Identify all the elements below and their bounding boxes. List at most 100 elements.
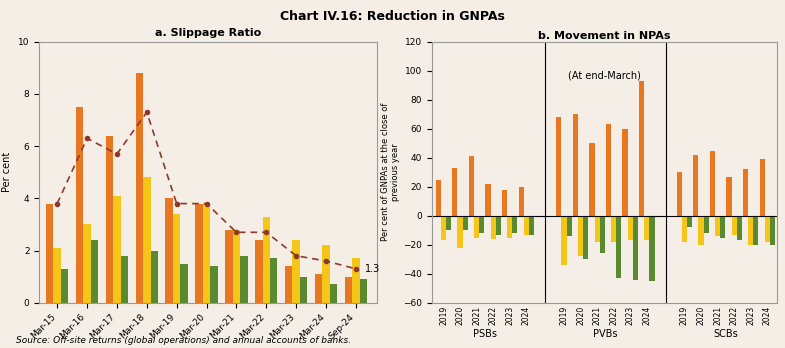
Bar: [61, 269, 68, 303]
Bar: [765, 216, 770, 242]
Text: Source: Off-site returns (global operations) and annual accounts of banks.: Source: Off-site returns (global operati…: [16, 335, 351, 345]
All SCBs: [351, 267, 360, 271]
Bar: [479, 216, 484, 233]
Bar: [262, 216, 270, 303]
Line: All SCBs: All SCBs: [55, 110, 358, 271]
All SCBs: [232, 230, 241, 235]
Bar: [270, 258, 277, 303]
Bar: [594, 216, 600, 242]
Bar: [760, 159, 765, 216]
Bar: [644, 216, 649, 240]
Bar: [628, 216, 633, 240]
Bar: [210, 266, 217, 303]
Bar: [106, 136, 113, 303]
Bar: [754, 216, 758, 245]
Bar: [606, 125, 611, 216]
Bar: [181, 264, 188, 303]
Bar: [436, 180, 441, 216]
Bar: [682, 216, 687, 242]
Bar: [649, 216, 655, 281]
Bar: [315, 274, 323, 303]
Bar: [232, 230, 240, 303]
All SCBs: [142, 110, 152, 114]
Bar: [285, 266, 293, 303]
Bar: [441, 216, 446, 240]
Bar: [446, 216, 451, 230]
Bar: [567, 216, 571, 236]
Text: 2020: 2020: [696, 306, 706, 325]
Text: PVBs: PVBs: [593, 329, 618, 339]
Bar: [458, 216, 462, 248]
Bar: [737, 216, 742, 240]
Text: 2021: 2021: [713, 306, 722, 325]
Bar: [91, 240, 98, 303]
Bar: [715, 216, 720, 236]
Text: 2021: 2021: [593, 306, 601, 325]
Bar: [53, 248, 61, 303]
Text: (At end-March): (At end-March): [568, 71, 641, 80]
Bar: [578, 216, 583, 256]
Bar: [143, 177, 151, 303]
Bar: [639, 81, 644, 216]
All SCBs: [291, 254, 301, 258]
Bar: [496, 216, 501, 235]
Text: 2021: 2021: [472, 306, 481, 325]
Bar: [743, 169, 748, 216]
Text: 2023: 2023: [747, 306, 755, 325]
Bar: [462, 216, 468, 230]
Text: 2020: 2020: [576, 306, 585, 325]
Bar: [573, 114, 578, 216]
Bar: [720, 216, 725, 237]
Bar: [710, 150, 715, 216]
Bar: [195, 204, 203, 303]
Bar: [524, 216, 529, 235]
Bar: [300, 277, 308, 303]
Text: 1.3: 1.3: [365, 264, 380, 274]
Text: 2024: 2024: [642, 306, 652, 325]
Bar: [136, 73, 143, 303]
Bar: [616, 216, 622, 278]
All SCBs: [82, 136, 92, 140]
Bar: [519, 187, 524, 216]
Bar: [330, 285, 338, 303]
Bar: [292, 240, 300, 303]
Bar: [166, 198, 173, 303]
All SCBs: [53, 201, 62, 206]
Bar: [600, 216, 605, 253]
Bar: [633, 216, 638, 279]
All SCBs: [202, 201, 211, 206]
Y-axis label: Per cent: Per cent: [2, 152, 13, 192]
Text: 2024: 2024: [763, 306, 772, 325]
Bar: [507, 216, 513, 237]
Bar: [151, 251, 158, 303]
Bar: [687, 216, 692, 227]
Text: 2023: 2023: [626, 306, 635, 325]
Bar: [611, 216, 616, 242]
Bar: [474, 216, 479, 237]
Bar: [513, 216, 517, 233]
Bar: [557, 117, 561, 216]
Bar: [352, 258, 360, 303]
Bar: [699, 216, 703, 245]
Bar: [529, 216, 534, 235]
Bar: [693, 155, 699, 216]
Bar: [703, 216, 709, 233]
Text: 2022: 2022: [489, 306, 498, 325]
Bar: [323, 245, 330, 303]
Text: SCBs: SCBs: [714, 329, 738, 339]
All SCBs: [261, 230, 271, 235]
Bar: [360, 279, 367, 303]
Text: 2019: 2019: [560, 306, 568, 325]
Bar: [452, 168, 458, 216]
Bar: [345, 277, 352, 303]
Bar: [46, 204, 53, 303]
Bar: [76, 107, 83, 303]
Bar: [225, 230, 232, 303]
All SCBs: [321, 259, 330, 263]
Bar: [583, 216, 588, 259]
Bar: [726, 176, 732, 216]
Bar: [590, 143, 594, 216]
Text: 2022: 2022: [609, 306, 618, 325]
Bar: [561, 216, 567, 265]
Bar: [491, 216, 496, 239]
